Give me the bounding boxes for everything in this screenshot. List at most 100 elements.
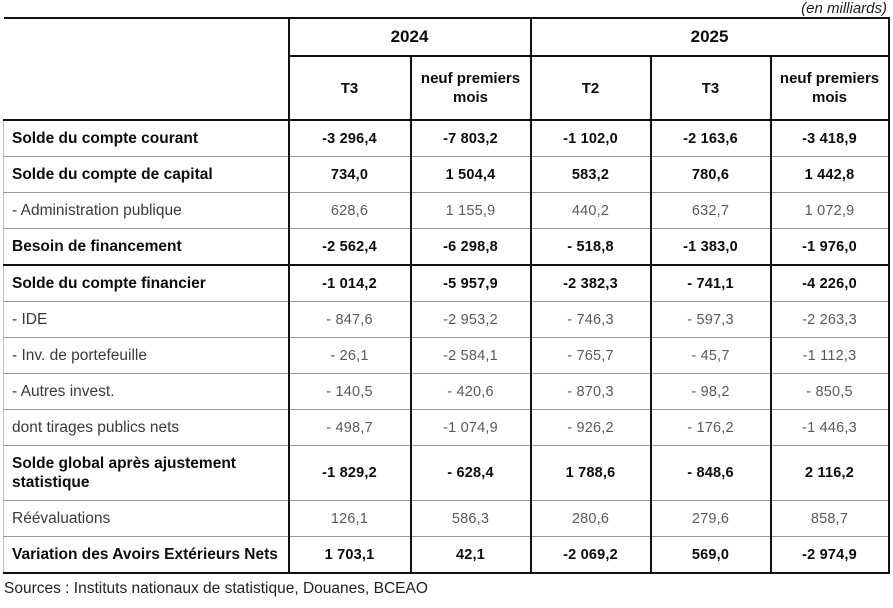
cell-value: - 847,6 (287, 301, 411, 338)
table-row: Variation des Avoirs Extérieurs Nets 1 70… (3, 536, 890, 574)
cell-value: 280,6 (529, 500, 651, 537)
cell-value: -1 383,0 (649, 228, 771, 266)
cell-value: -1 014,2 (287, 265, 411, 302)
cell-value: 1 788,6 (529, 445, 651, 501)
row-label: - Autres invest. (3, 373, 289, 410)
cell-value: - 850,5 (769, 373, 890, 410)
cell-value: -4 226,0 (769, 265, 890, 302)
balance-of-payments-table: 2024 2025 T3 neuf premiers mois T2 T3 ne… (3, 17, 890, 574)
year-group-2025: 2025 (529, 17, 890, 57)
cell-value: 780,6 (649, 156, 771, 193)
cell-value: 1 442,8 (769, 156, 890, 193)
cell-value: 1 703,1 (287, 536, 411, 574)
period-header-row: T3 neuf premiers mois T2 T3 neuf premier… (4, 56, 890, 121)
cell-value: -2 584,1 (409, 337, 531, 374)
row-label: Solde du compte financier (3, 265, 289, 302)
cell-value: - 98,2 (649, 373, 771, 410)
cell-value: -2 562,4 (287, 228, 411, 266)
cell-value: - 140,5 (287, 373, 411, 410)
cell-value: 126,1 (287, 500, 411, 537)
table-row: - IDE - 847,6 -2 953,2- 746,3- 597,3 -2 263… (3, 301, 890, 338)
column-header-9m-2024: neuf premiers mois (409, 56, 531, 121)
cell-value: -1 446,3 (769, 409, 890, 446)
cell-value: -2 069,2 (529, 536, 651, 574)
cell-value: - 741,1 (649, 265, 771, 302)
year-group-2024: 2024 (287, 17, 531, 57)
row-label: - Administration publique (3, 192, 289, 229)
cell-value: 858,7 (769, 500, 890, 537)
table-row: - Autres invest. - 140,5- 420,6- 870,3- 9… (3, 373, 890, 410)
cell-value: - 926,2 (529, 409, 651, 446)
cell-value: -7 803,2 (409, 120, 531, 157)
table-row: - Inv. de portefeuille - 26,1 -2 584,1- 76… (3, 337, 890, 374)
column-header-t3-2024: T3 (287, 56, 411, 121)
row-label: - IDE (3, 301, 289, 338)
column-header-t3-2025: T3 (649, 56, 771, 121)
cell-value: -1 074,9 (409, 409, 531, 446)
table-row: dont tirages publics nets - 498,7 -1 074,9… (3, 409, 890, 446)
cell-value: 2 116,2 (769, 445, 890, 501)
row-label: Solde du compte courant (3, 120, 289, 157)
cell-value: 569,0 (649, 536, 771, 574)
cell-value: 734,0 (287, 156, 411, 193)
cell-value: -2 163,6 (649, 120, 771, 157)
cell-value: 628,6 (287, 192, 411, 229)
cell-value: -2 974,9 (769, 536, 890, 574)
table-row: Solde du compte financier -1 014,2 -5 957,… (3, 265, 890, 302)
table-body: Solde du compte courant -3 296,4 -7 803,2-… (3, 120, 890, 574)
table-row: - Administration publique 628,6 1 155,9 440… (3, 192, 890, 229)
cell-value: -2 953,2 (409, 301, 531, 338)
table-row: Solde du compte courant -3 296,4 -7 803,2-… (3, 120, 890, 157)
column-header-t2-2025: T2 (529, 56, 651, 121)
table-row: Solde global après ajustement statistiqu… (3, 445, 890, 501)
cell-value: - 176,2 (649, 409, 771, 446)
cell-value: - 597,3 (649, 301, 771, 338)
corner-cell (3, 17, 290, 121)
cell-value: 440,2 (529, 192, 651, 229)
table-row: Réévaluations 126,1 586,3 280,6 279,6 858,7 (3, 500, 890, 537)
cell-value: 586,3 (409, 500, 531, 537)
cell-value: - 26,1 (287, 337, 411, 374)
row-label: Variation des Avoirs Extérieurs Nets (3, 536, 289, 574)
cell-value: -2 382,3 (529, 265, 651, 302)
cell-value: - 498,7 (287, 409, 411, 446)
cell-value: - 518,8 (529, 228, 651, 266)
cell-value: - 45,7 (649, 337, 771, 374)
cell-value: - 420,6 (409, 373, 531, 410)
row-label: Solde global après ajustement statistiqu… (3, 445, 289, 501)
unit-note: (en milliards) (801, 0, 887, 17)
cell-value: 583,2 (529, 156, 651, 193)
cell-value: - 746,3 (529, 301, 651, 338)
cell-value: -3 418,9 (769, 120, 890, 157)
cell-value: 1 155,9 (409, 192, 531, 229)
row-label: Réévaluations (3, 500, 289, 537)
cell-value: -1 829,2 (287, 445, 411, 501)
cell-value: -3 296,4 (287, 120, 411, 157)
cell-value: -1 112,3 (769, 337, 890, 374)
year-header-row: 2024 2025 (3, 17, 890, 121)
cell-value: 1 072,9 (769, 192, 890, 229)
row-label: Besoin de financement (3, 228, 289, 266)
cell-value: -5 957,9 (409, 265, 531, 302)
table-header: 2024 2025 T3 neuf premiers mois T2 T3 ne… (3, 17, 890, 121)
row-label: dont tirages publics nets (3, 409, 289, 446)
cell-value: -1 976,0 (769, 228, 890, 266)
table-row: Besoin de financement -2 562,4 -6 298,8- 5… (3, 228, 890, 266)
row-label: Solde du compte de capital (3, 156, 289, 193)
cell-value: - 848,6 (649, 445, 771, 501)
table-row: Solde du compte de capital 734,0 1 504,4 58… (3, 156, 890, 193)
sources-note: Sources : Instituts nationaux de statist… (4, 580, 428, 597)
cell-value: - 870,3 (529, 373, 651, 410)
cell-value: -2 263,3 (769, 301, 890, 338)
cell-value: 632,7 (649, 192, 771, 229)
cell-value: 42,1 (409, 536, 531, 574)
cell-value: -6 298,8 (409, 228, 531, 266)
row-label: - Inv. de portefeuille (3, 337, 289, 374)
cell-value: - 765,7 (529, 337, 651, 374)
cell-value: -1 102,0 (529, 120, 651, 157)
cell-value: 279,6 (649, 500, 771, 537)
cell-value: - 628,4 (409, 445, 531, 501)
cell-value: 1 504,4 (409, 156, 531, 193)
column-header-9m-2025: neuf premiers mois (769, 56, 890, 121)
